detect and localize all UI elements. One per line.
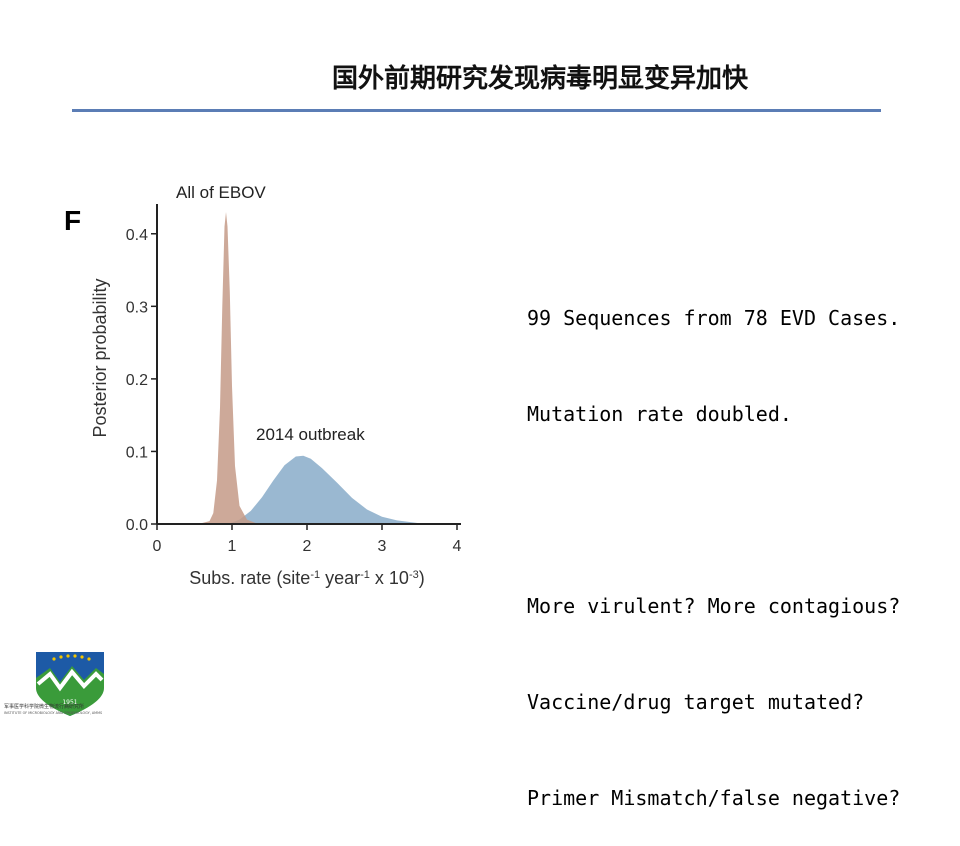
y-tick-label: 0.0 <box>126 517 148 534</box>
posterior-probability-chart: F 0.0 0.1 0.2 0.3 0.4 0 1 2 3 4 All of EBOV 2014 … <box>40 172 480 592</box>
title-divider <box>72 109 881 112</box>
x-axis-label-part2: year <box>320 568 360 588</box>
chart-areas <box>198 212 427 524</box>
institute-logo-icon: 1951 <box>36 652 104 716</box>
notes-panel: 99 Sequences from 78 EVD Cases. Mutation… <box>527 238 947 846</box>
x-axis-label-sup1: -1 <box>310 569 320 581</box>
slide-title: 国外前期研究发现病毒明显变异加快 <box>331 64 748 94</box>
x-tick-label: 4 <box>453 538 462 555</box>
note-line-4: More virulent? More contagious? <box>527 594 901 618</box>
x-tick-label: 1 <box>228 538 237 555</box>
note-line-2: Mutation rate doubled. <box>527 402 792 426</box>
x-axis-label-part1: Subs. rate (site <box>189 568 310 588</box>
x-tick-label: 2 <box>303 538 312 555</box>
panel-label: F <box>64 205 81 236</box>
x-axis-label-sup2: -1 <box>360 569 370 581</box>
logo-institute-name: 军事医学科学院微生物流行病研究所 <box>4 704 85 710</box>
note-line-3 <box>527 494 947 526</box>
x-axis-label-part3: x 10 <box>370 568 409 588</box>
chart-ticks: 0.0 0.1 0.2 0.3 0.4 0 1 2 3 4 <box>126 227 462 555</box>
note-line-5: Vaccine/drug target mutated? <box>527 690 865 714</box>
series-area-all-ebov <box>198 212 259 524</box>
x-axis-label-part4: ) <box>419 568 425 588</box>
x-tick-label: 3 <box>378 538 387 555</box>
y-tick-label: 0.2 <box>126 372 148 389</box>
x-axis-label-sup3: -3 <box>409 569 419 581</box>
y-tick-label: 0.4 <box>126 227 148 244</box>
note-line-6: Primer Mismatch/false negative? <box>527 786 901 810</box>
y-axis-label: Posterior probability <box>90 278 110 437</box>
chart-axes <box>156 204 461 525</box>
series-label-all-ebov: All of EBOV <box>176 183 266 202</box>
x-axis-label: Subs. rate (site-1 year-1 x 10-3) <box>189 568 424 588</box>
y-tick-label: 0.3 <box>126 299 148 316</box>
logo-year: 1951 <box>62 699 77 706</box>
y-tick-label: 0.1 <box>126 444 148 461</box>
note-line-1: 99 Sequences from 78 EVD Cases. <box>527 306 901 330</box>
series-label-2014-outbreak: 2014 outbreak <box>256 425 365 444</box>
x-tick-label: 0 <box>153 538 162 555</box>
series-area-2014-outbreak <box>228 455 427 524</box>
logo-institute-subname: INSTITUTE OF MICROBIOLOGY AND EPIDEMIOLO… <box>4 711 103 715</box>
